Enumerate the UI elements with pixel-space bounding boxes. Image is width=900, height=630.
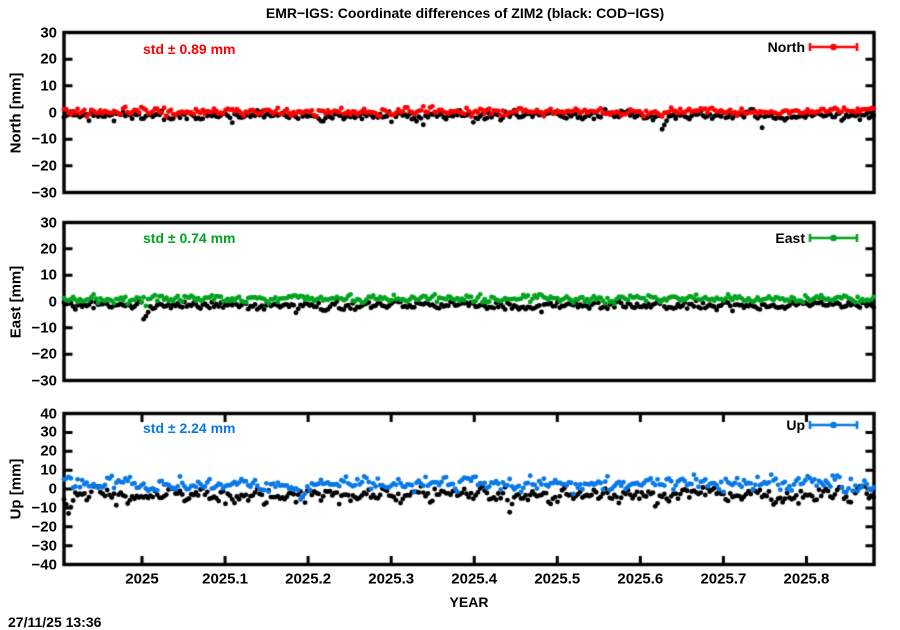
x-tick-label: 2025.5 [534,570,581,588]
east-y-tick-label: −10 [31,319,57,337]
north-y-tick-label: 20 [40,50,57,68]
up-y-tick-label: 40 [40,405,57,422]
east-y-tick-label: 30 [40,214,57,231]
north-std-annotation: std ± 0.89 mm [143,41,236,57]
east-legend-label: East [775,230,805,246]
north-y-tick-label: 10 [40,77,57,95]
up-y-tick-label: 30 [40,423,57,441]
x-tick-label: 2025.2 [285,570,332,588]
north-y-tick-label: −30 [31,184,57,201]
x-axis-title: YEAR [449,594,489,610]
up-y-tick-label: −20 [31,518,57,536]
up-y-tick-label: −30 [31,537,57,555]
north-y-tick-label: 30 [40,24,57,41]
x-tick-label: 2025.1 [202,570,248,588]
x-tick-label: 2025.8 [783,570,830,588]
up-std-annotation: std ± 2.24 mm [143,420,236,436]
x-tick-label: 2025.4 [451,570,498,588]
north-y-tick-label: 0 [48,104,57,121]
north-y-tick-label: −10 [31,130,57,148]
x-tick-label: 2025.3 [368,570,415,588]
x-tick-label: 2025.7 [700,570,747,588]
x-tick-label: 2025 [125,570,159,588]
x-tick-label: 2025.6 [617,570,664,588]
up-y-tick-label: 20 [40,442,57,460]
north-y-tick-label: −20 [31,157,57,175]
up-y-tick-label: −10 [31,499,57,517]
chart-title: EMR−IGS: Coordinate differences of ZIM2 … [265,5,665,21]
east-y-tick-label: 10 [40,266,57,284]
east-y-tick-label: −30 [31,372,57,389]
east-std-annotation: std ± 0.74 mm [143,230,236,246]
east-y-tick-label: 0 [48,293,57,310]
up-y-tick-label: 0 [48,480,57,498]
east-y-tick-label: −20 [31,345,57,363]
plot-timestamp: 27/11/25 13:36 [8,614,102,630]
east-y-tick-label: 20 [40,240,57,258]
up-y-tick-label: 10 [40,461,57,479]
up-legend-label: Up [786,417,805,433]
north-legend-label: North [767,39,805,55]
up-y-tick-label: −40 [31,556,57,573]
